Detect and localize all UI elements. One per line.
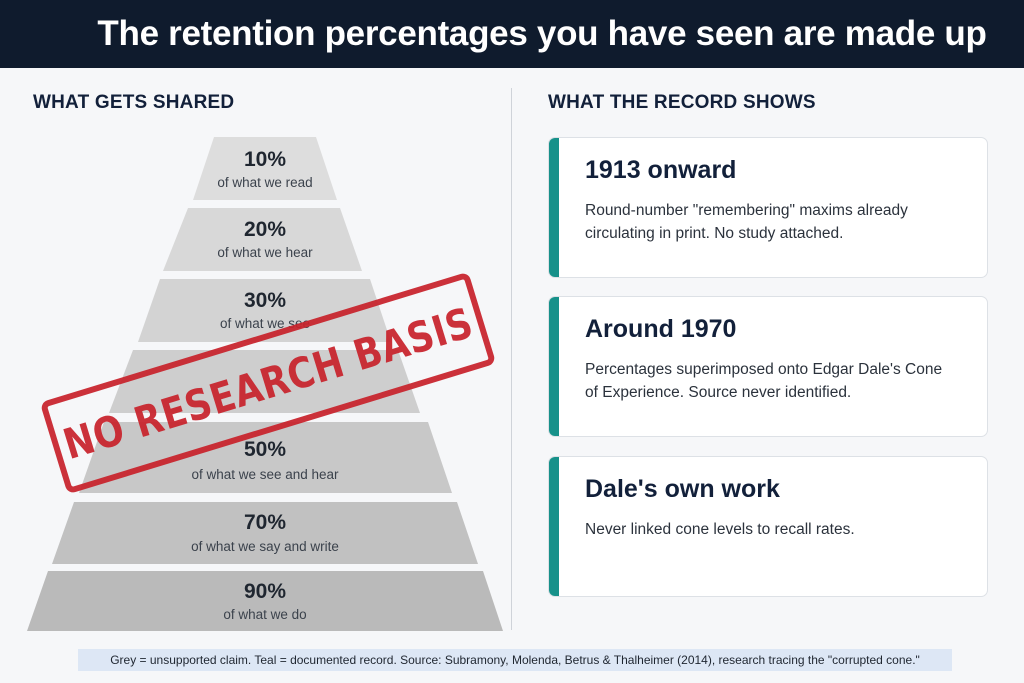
level-description: of what we see [219, 316, 311, 331]
card-text: Never linked cone levels to recall rates… [585, 521, 855, 538]
pyramid-level: 20% of what we hear [0, 208, 512, 271]
pyramid-band [193, 137, 337, 200]
retention-pyramid: 10% of what we read 20% of what we hear … [0, 0, 512, 640]
pyramid-band [163, 208, 362, 271]
card-text: Percentages superimposed onto Edgar Dale… [585, 361, 943, 401]
title-bar: The retention percentages you have seen … [0, 0, 1024, 68]
card-accent-bar [549, 297, 559, 436]
level-percentage: 50% [243, 438, 287, 461]
record-card: Dale's own work Never linked cone levels… [548, 456, 988, 597]
column-divider [511, 88, 512, 630]
card-text: Round-number "remembering" maxims alread… [585, 202, 908, 242]
right-section-heading: WHAT THE RECORD SHOWS [548, 92, 816, 113]
level-description: of what we do [223, 607, 307, 622]
level-percentage: 70% [243, 511, 287, 534]
card-title: 1913 onward [585, 156, 737, 184]
pyramid-band [109, 350, 420, 413]
level-percentage: 30% [243, 289, 287, 312]
card-title: Dale's own work [585, 475, 780, 503]
level-description: of what we hear [217, 245, 313, 260]
left-section-heading: WHAT GETS SHARED [33, 92, 235, 113]
card-title: Around 1970 [585, 315, 737, 343]
card-accent-bar [549, 457, 559, 596]
pyramid-band [138, 279, 391, 342]
page-title: The retention percentages you have seen … [97, 14, 987, 53]
pyramid-band [27, 571, 503, 631]
level-description: of what we read [217, 175, 313, 190]
pyramid-band [79, 422, 452, 493]
record-card: 1913 onward Round-number "remembering" m… [548, 137, 988, 278]
level-description: of what we see and hear [191, 467, 339, 482]
pyramid-band [52, 502, 478, 564]
record-card: Around 1970 Percentages superimposed ont… [548, 296, 988, 437]
pyramid-level: 30% of what we see [0, 279, 512, 342]
pyramid-level: 10% of what we read [0, 137, 512, 200]
pyramid-level: 50% of what we see and hear [0, 422, 512, 493]
footer-caption: Grey = unsupported claim. Teal = documen… [78, 649, 952, 671]
pyramid-level: 90% of what we do [0, 571, 512, 631]
level-percentage: 20% [243, 218, 287, 241]
pyramid-level: 70% of what we say and write [0, 502, 512, 564]
level-percentage: 90% [243, 580, 287, 603]
pyramid-level [0, 350, 512, 413]
level-description: of what we say and write [191, 539, 339, 554]
level-percentage: 10% [243, 148, 287, 171]
card-accent-bar [549, 138, 559, 277]
